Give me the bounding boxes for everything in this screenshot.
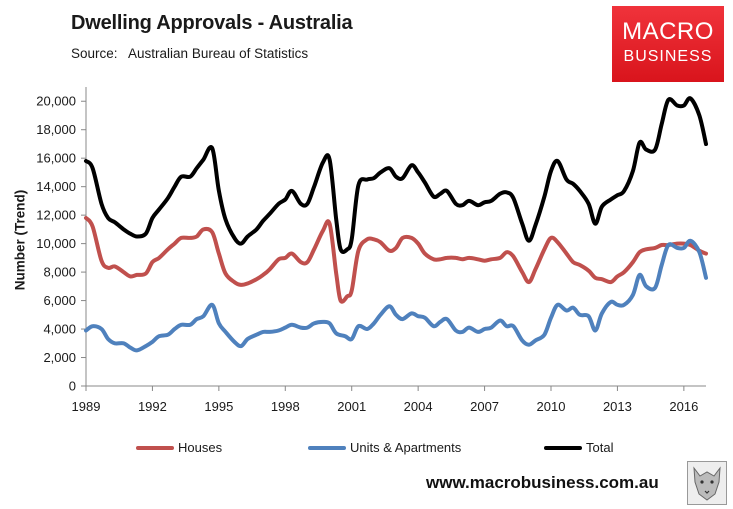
y-tick-label: 18,000: [36, 122, 76, 137]
y-tick-label: 12,000: [36, 208, 76, 223]
chart-subtitle: Source: Australian Bureau of Statistics: [71, 46, 309, 61]
logo-line-2: BUSINESS: [623, 48, 713, 65]
series-line-houses: [84, 216, 708, 304]
legend-swatch-houses: [136, 445, 174, 450]
x-tick-label: 2004: [404, 399, 433, 414]
y-tick-label: 20,000: [36, 94, 76, 109]
x-tick-label: 2013: [603, 399, 632, 414]
y-tick-label: 0: [69, 379, 76, 394]
x-tick-label: 2010: [537, 399, 566, 414]
x-tick-label: 2016: [669, 399, 698, 414]
x-tick-label: 2001: [337, 399, 366, 414]
x-tick-label: 1989: [72, 399, 101, 414]
y-tick-label: 10,000: [36, 236, 76, 251]
y-tick-label: 16,000: [36, 151, 76, 166]
legend-label-units: Units & Apartments: [350, 440, 462, 455]
website-url: www.macrobusiness.com.au: [426, 473, 659, 492]
legend-swatch-total: [544, 445, 582, 450]
x-tick-label: 1998: [271, 399, 300, 414]
y-tick-label: 2,000: [43, 350, 76, 365]
y-tick-label: 8,000: [43, 265, 76, 280]
wolf-logo-icon: [687, 461, 727, 505]
y-tick-label: 4,000: [43, 322, 76, 337]
macrobusiness-logo: MACRO BUSINESS: [612, 6, 724, 82]
legend-item-units: Units & Apartments: [308, 440, 461, 455]
y-tick-label: 14,000: [36, 179, 76, 194]
series-line-units-apartments: [84, 238, 708, 353]
series-line-total: [84, 96, 708, 254]
legend-item-houses: Houses: [136, 440, 222, 455]
y-tick-label: 6,000: [43, 293, 76, 308]
x-tick-label: 2007: [470, 399, 499, 414]
legend-label-houses: Houses: [178, 440, 223, 455]
legend-label-total: Total: [586, 440, 614, 455]
x-tick-label: 1995: [204, 399, 233, 414]
logo-line-1: MACRO: [622, 18, 714, 45]
legend-swatch-units: [308, 445, 346, 450]
x-tick-label: 1992: [138, 399, 167, 414]
legend-item-total: Total: [544, 440, 613, 455]
chart-title: Dwelling Approvals - Australia: [71, 12, 353, 34]
